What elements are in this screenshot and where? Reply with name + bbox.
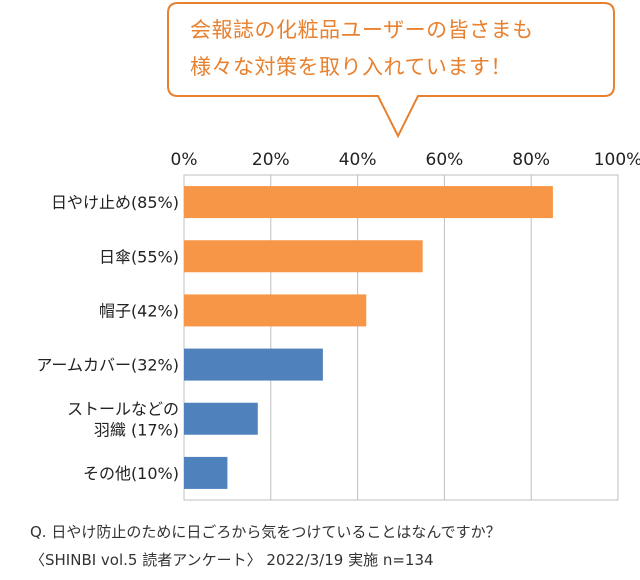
category-label: ストールなどの (67, 399, 179, 418)
callout-line-2: 様々な対策を取り入れています！ (190, 55, 512, 79)
bar (184, 456, 228, 489)
callout-line-1: 会報誌の化粧品ユーザーの皆さまも (190, 18, 534, 42)
plot-frame (183, 174, 619, 501)
x-tick-label: 80% (512, 150, 550, 170)
x-tick-label: 60% (426, 150, 464, 170)
category-label: 羽織 (17%) (94, 420, 179, 439)
bar (184, 240, 423, 273)
bar (184, 294, 367, 327)
speech-bubble (167, 2, 615, 139)
x-tick-label: 100% (594, 150, 640, 170)
bar (184, 186, 553, 219)
x-tick-label: 0% (171, 150, 198, 170)
bar (184, 402, 258, 435)
category-label: アームカバー(32%) (36, 356, 179, 375)
x-tick-label: 40% (339, 150, 377, 170)
bar-chart: 0% 20% 40% 60% 80% 100% 日やけ止め(85%) 日傘(55%) 帽子(42… (36, 150, 640, 501)
category-label: 帽子(42%) (99, 301, 179, 320)
category-label: 日傘(55%) (99, 247, 179, 266)
category-label: その他(10%) (83, 464, 179, 483)
category-label: 日やけ止め(85%) (51, 193, 179, 212)
x-tick-label: 20% (252, 150, 290, 170)
survey-question: Q. 日やけ防止のために日ごろから気をつけていることはなんですか？ (30, 523, 501, 541)
survey-source: 〈SHINBI vol.5 読者アンケート〉 2022/3/19 実施 n=13… (30, 551, 434, 569)
bar (184, 348, 323, 381)
